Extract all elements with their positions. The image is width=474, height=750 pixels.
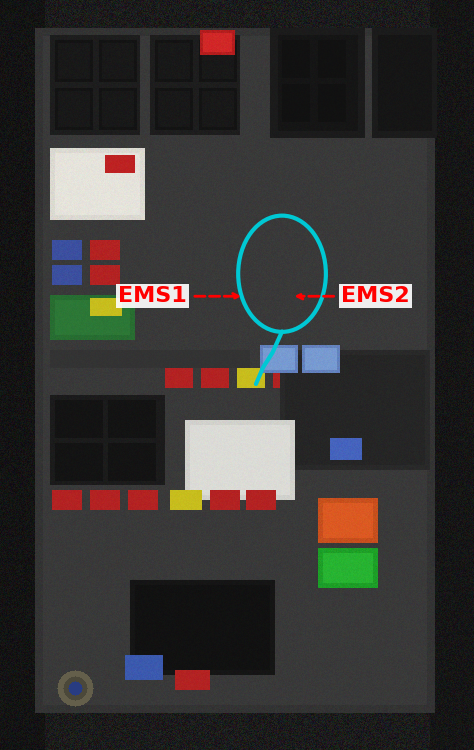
Text: EMS2: EMS2 [341, 286, 410, 306]
Text: EMS1: EMS1 [118, 286, 187, 306]
